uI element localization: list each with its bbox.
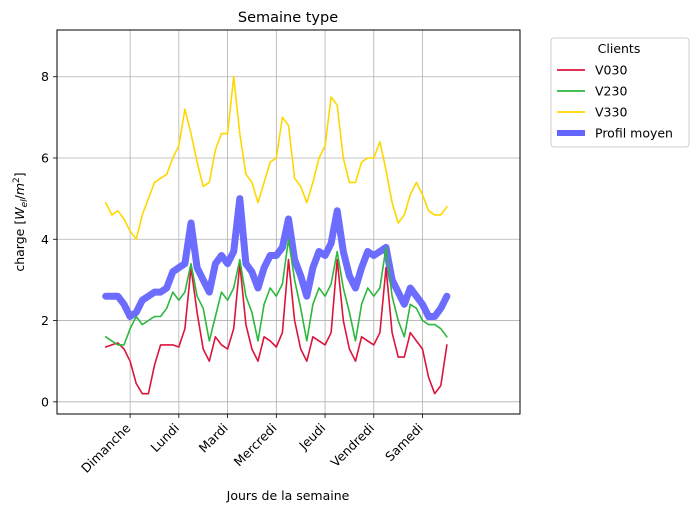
legend-title: Clients: [598, 41, 641, 56]
x-tick-label: Dimanche: [78, 420, 134, 476]
series-line-v330: [104, 75, 448, 241]
legend-label: Profil moyen: [595, 126, 673, 141]
x-tick-label: Vendredi: [328, 420, 378, 470]
legend-label: V330: [595, 105, 627, 120]
series-line-v230: [104, 238, 448, 346]
y-tick-label: 4: [41, 232, 49, 247]
x-tick-label: Samedi: [382, 420, 426, 464]
series-lines: [102, 75, 451, 395]
y-axis-label: charge [Wel/m2]: [12, 172, 30, 271]
y-axis-label-sup: 2: [12, 177, 22, 183]
x-tick-label: Lundi: [147, 420, 182, 455]
chart-title: Semaine type: [238, 10, 338, 26]
y-axis-label-slash: /: [12, 194, 27, 199]
legend-label: V030: [595, 63, 627, 78]
y-tick-label: 8: [41, 69, 49, 84]
y-tick-label: 6: [41, 151, 49, 166]
plot-frame: [56, 29, 521, 415]
x-tick-label: Mardi: [196, 420, 231, 455]
legend-label: V230: [595, 84, 627, 99]
y-tick-label: 2: [41, 313, 49, 328]
series-line-profil-moyen: [102, 195, 451, 320]
y-axis-label-m: m: [12, 183, 27, 195]
y-tick-label: 0: [41, 394, 49, 409]
y-axis-label-main: charge [: [12, 220, 27, 272]
legend: Clients V030 V230 V330 Profil moyen: [550, 37, 690, 148]
y-axis-label-sub: el: [20, 199, 30, 208]
series-line-v030: [104, 258, 448, 395]
y-axis-label-close: ]: [12, 172, 27, 177]
y-axis-ticks: 0 2 4 6 8: [41, 69, 57, 409]
x-tick-label: Jeudi: [295, 420, 328, 453]
legend-items: V030 V230 V330 Profil moyen: [557, 63, 673, 141]
y-axis-label-w: W: [12, 207, 27, 220]
x-axis-ticks: Dimanche Lundi Mardi Mercredi Jeudi Vendredi S…: [78, 414, 426, 476]
x-tick-label: Mercredi: [231, 420, 280, 469]
legend-frame: [550, 37, 690, 148]
x-axis-label: Jours de la semaine: [226, 488, 350, 503]
